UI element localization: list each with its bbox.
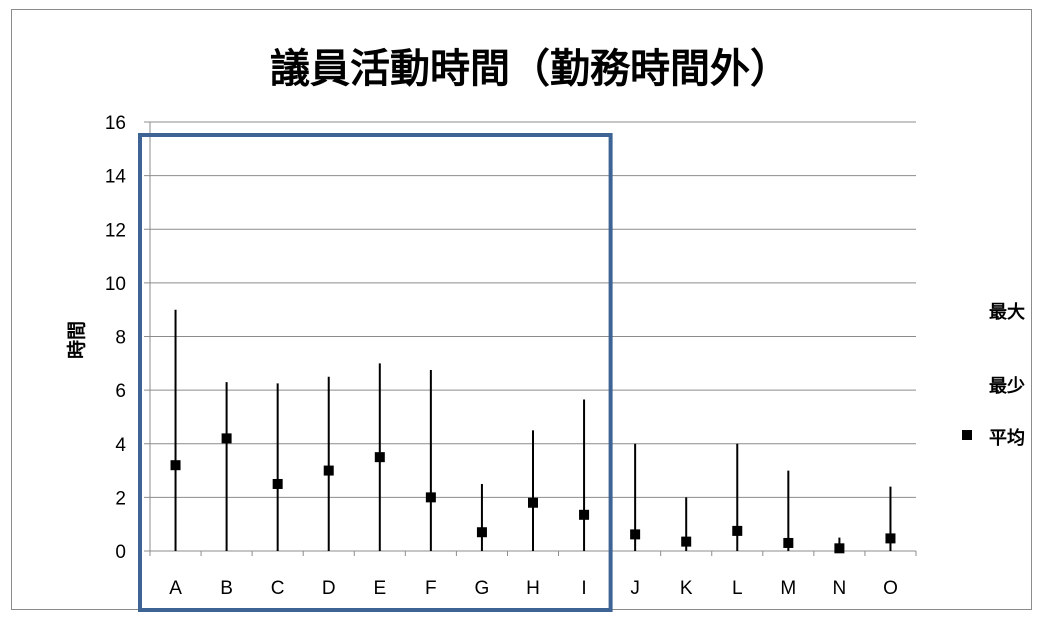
- average-marker: [374, 452, 385, 463]
- x-tick-label: G: [475, 578, 490, 599]
- highlight-box: [138, 133, 613, 612]
- y-axis-label: 時間: [66, 321, 88, 359]
- y-tick-label: 10: [105, 274, 126, 295]
- x-tick-label: D: [322, 578, 336, 599]
- y-tick-label: 12: [105, 220, 126, 241]
- average-marker: [221, 433, 232, 444]
- average-marker: [425, 492, 436, 503]
- average-marker: [170, 460, 181, 471]
- x-tick-label: A: [169, 578, 182, 599]
- y-tick-label: 0: [115, 542, 126, 563]
- chart-title: 議員活動時間（勤務時間外）: [270, 46, 790, 92]
- series-layer: [170, 309, 896, 554]
- average-marker: [885, 533, 896, 544]
- y-tick-label: 14: [105, 167, 127, 188]
- average-marker: [272, 478, 283, 489]
- x-tick-label: L: [732, 578, 743, 599]
- average-marker: [476, 527, 487, 538]
- x-tick-label: N: [833, 578, 847, 599]
- x-tick-label: M: [780, 578, 796, 599]
- average-marker: [323, 465, 334, 476]
- x-tick-label: F: [425, 578, 437, 599]
- chart-frame: [11, 9, 1032, 610]
- average-marker: [630, 529, 641, 540]
- average-marker: [834, 543, 845, 554]
- average-marker: [579, 509, 590, 520]
- x-tick-label: B: [220, 578, 233, 599]
- x-tick-label: K: [680, 578, 693, 599]
- average-marker: [783, 537, 794, 548]
- y-tick-label: 2: [115, 488, 126, 509]
- legend-marker: [962, 430, 972, 440]
- legend-label: 平均: [989, 427, 1025, 449]
- y-tick-label: 16: [105, 113, 126, 134]
- x-tick-label: C: [271, 578, 285, 599]
- average-marker: [681, 536, 692, 547]
- x-tick-label: O: [883, 578, 898, 599]
- y-tick-label: 4: [115, 435, 126, 456]
- average-marker: [732, 525, 743, 536]
- x-tick-label: E: [373, 578, 386, 599]
- x-tick-label: J: [630, 578, 640, 599]
- legend-label: 最少: [989, 376, 1025, 397]
- average-marker: [528, 497, 538, 508]
- y-tick-label: 6: [115, 381, 126, 402]
- axes: 0 2 4 6 8 10 12 14 16 A B C D E F G H I J K L M N O: [105, 113, 917, 599]
- legend-label: 最大: [989, 301, 1025, 323]
- y-tick-label: 8: [115, 328, 126, 349]
- x-tick-label: H: [526, 578, 540, 599]
- x-tick-label: I: [581, 578, 586, 599]
